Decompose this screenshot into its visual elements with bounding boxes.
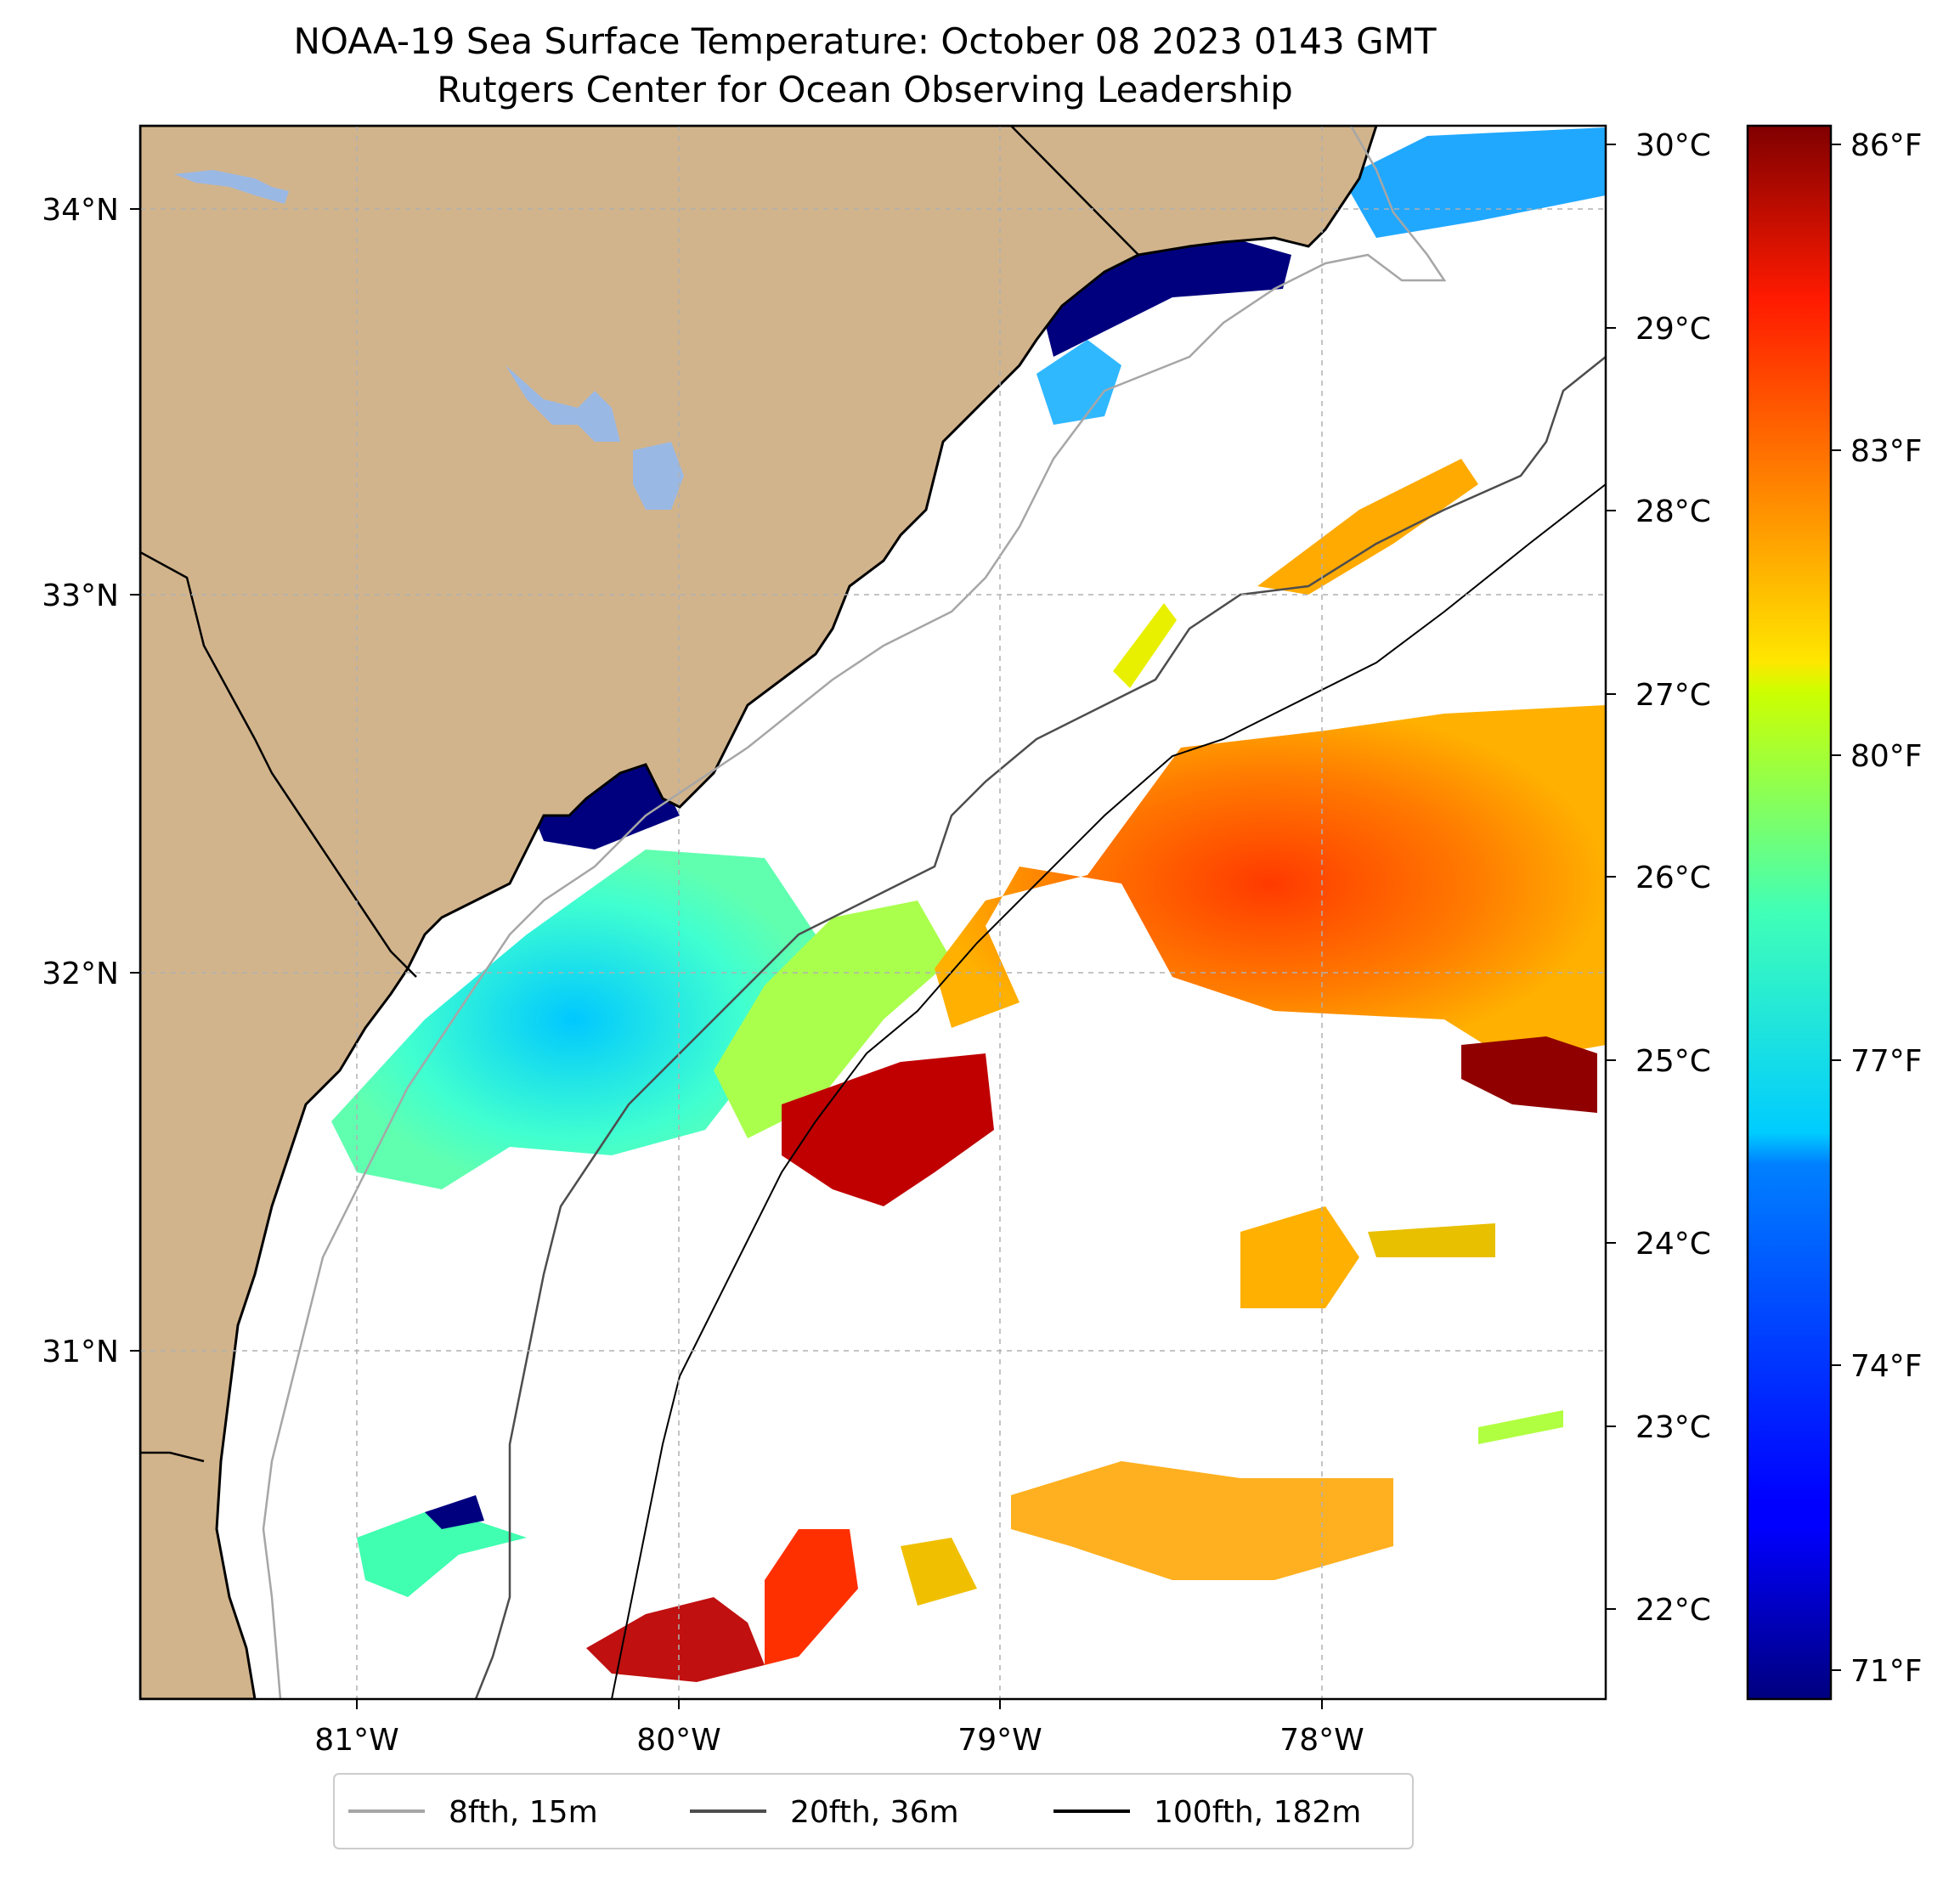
- celsius-tick-label: 30°C: [1635, 128, 1711, 163]
- lon-tick-label-80w: 80°W: [636, 1723, 720, 1758]
- map-ticks: [130, 208, 1323, 1709]
- land-mass: [140, 126, 1378, 1699]
- sst-patch-south-warm-2: [1368, 1223, 1495, 1257]
- fahrenheit-tick-label: 80°F: [1850, 739, 1923, 774]
- fahrenheit-tick-label: 77°F: [1850, 1044, 1923, 1079]
- sst-patch-mid-warm-strip: [1257, 459, 1478, 595]
- lat-tick-label-32n: 32°N: [42, 957, 119, 991]
- legend-label-8fth: 8fth, 15m: [449, 1795, 598, 1830]
- fahrenheit-tick-label: 83°F: [1850, 434, 1923, 469]
- lake-marion: [506, 365, 620, 442]
- figure-title: NOAA-19 Sea Surface Temperature: October…: [293, 20, 1436, 62]
- sst-patch-north-cool-2: [1036, 340, 1121, 425]
- isobath-20fth: [474, 356, 1606, 1699]
- celsius-tick-label: 25°C: [1635, 1044, 1711, 1079]
- sst-patch-lower-right: [1478, 1410, 1563, 1444]
- sst-patch-hot-west: [782, 1053, 994, 1206]
- sst-patch-yellow-strip: [1113, 603, 1177, 688]
- lat-tick-label-34n: 34°N: [42, 193, 119, 228]
- sst-patch-south-cool-2: [425, 1495, 484, 1529]
- fahrenheit-tick-label: 74°F: [1850, 1349, 1923, 1384]
- colorbar-gradient: [1746, 124, 1833, 1701]
- lon-tick-label-78w: 78°W: [1279, 1723, 1364, 1758]
- fahrenheit-tick-label: 71°F: [1850, 1654, 1923, 1689]
- celsius-tick-label: 28°C: [1635, 494, 1711, 529]
- sst-patch-hot-core: [1461, 1036, 1597, 1113]
- legend-frame: [333, 1773, 1414, 1849]
- sst-patch-south-red: [765, 1529, 858, 1665]
- celsius-tick-label: 22°C: [1635, 1593, 1711, 1628]
- legend-label-20fth: 20fth, 36m: [790, 1795, 959, 1830]
- sst-patch-south-cool: [357, 1512, 527, 1597]
- colorbar: 30°C 29°C 28°C 27°C 26°C 25°C 24°C 23°C 22°C 86°…: [1606, 124, 1923, 1701]
- isobath-100fth: [611, 483, 1606, 1699]
- colorbar-fahrenheit-ticks: 86°F 83°F 80°F 77°F 74°F 71°F: [1831, 128, 1923, 1689]
- celsius-tick-label: 24°C: [1635, 1227, 1711, 1262]
- sst-patch-south-warm-1: [1240, 1206, 1359, 1308]
- sst-patch-cool-plume: [331, 850, 816, 1189]
- lat-tick-label-33n: 33°N: [42, 579, 119, 613]
- colorbar-celsius-ticks: 30°C 29°C 28°C 27°C 26°C 25°C 24°C 23°C 22°C: [1606, 128, 1711, 1628]
- sst-patch-south-hot: [586, 1597, 765, 1682]
- isobath-8fth: [262, 126, 1447, 1699]
- fahrenheit-tick-label: 86°F: [1850, 128, 1923, 163]
- celsius-tick-label: 27°C: [1635, 678, 1711, 713]
- legend-label-100fth: 100fth, 182m: [1154, 1795, 1361, 1830]
- figure-subtitle: Rutgers Center for Ocean Observing Leade…: [437, 69, 1293, 110]
- lake-north: [174, 170, 289, 204]
- lake-moultrie: [633, 442, 684, 510]
- celsius-tick-label: 29°C: [1635, 312, 1711, 347]
- map-frame: [138, 124, 1607, 1701]
- state-border-nc-sc: [1010, 126, 1139, 256]
- sst-patch-cool-dark-edge: [527, 748, 680, 850]
- celsius-tick-label: 26°C: [1635, 861, 1711, 895]
- lat-tick-label-31n: 31°N: [42, 1335, 119, 1369]
- sst-patch-green-mid: [714, 900, 952, 1138]
- sst-patch-north-cool: [1342, 127, 1606, 238]
- lon-tick-label-79w: 79°W: [957, 1723, 1042, 1758]
- sst-patch-south-yellow: [901, 1538, 977, 1606]
- isobath-legend: 8fth, 15m 20fth, 36m 100fth, 182m: [333, 1773, 1414, 1849]
- celsius-tick-label: 23°C: [1635, 1410, 1711, 1445]
- map-gridlines: [140, 126, 1606, 1699]
- sst-patch-south-warm-3: [1011, 1461, 1393, 1580]
- state-border-ga-fl: [140, 1451, 205, 1463]
- state-border-sc-ga: [140, 550, 417, 978]
- lon-tick-label-81w: 81°W: [314, 1723, 398, 1758]
- map-panel: [140, 126, 1606, 1699]
